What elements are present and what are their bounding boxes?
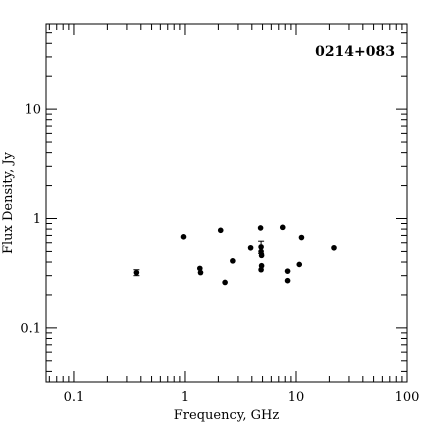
y-tick-label: 10: [24, 103, 41, 118]
data-points: [133, 224, 337, 286]
data-point: [197, 269, 204, 276]
x-tick-label: 1: [181, 390, 189, 405]
data-point: [222, 279, 228, 286]
data-point: [196, 265, 203, 272]
data-point: [258, 252, 265, 259]
plot-frame: [45, 23, 408, 383]
data-point: [296, 261, 303, 268]
y-tick-label: 0.1: [20, 321, 41, 336]
x-tick-labels: 0.1 1 10 100: [64, 390, 420, 405]
y-axis-label: Flux Density, Jy: [1, 151, 16, 254]
data-point: [331, 244, 337, 251]
data-point: [284, 277, 291, 284]
x-tick-label: 0.1: [64, 390, 85, 405]
x-tick-label: 100: [395, 390, 420, 405]
data-point: [217, 227, 224, 234]
data-point: [258, 244, 264, 250]
data-point: [133, 269, 140, 276]
data-point: [257, 225, 264, 231]
data-point: [230, 258, 236, 264]
x-tick-label: 10: [288, 390, 305, 405]
y-tick-label: 1: [33, 212, 41, 227]
data-point: [247, 244, 254, 251]
x-axis-label: Frequency, GHz: [174, 408, 280, 423]
data-point: [298, 234, 305, 241]
y-tick-labels: 0.1 1 10: [20, 103, 41, 337]
data-point: [284, 268, 291, 274]
data-point: [279, 224, 286, 231]
data-point: [180, 234, 187, 240]
tick-marks: [46, 23, 408, 382]
chart-title: 0214+083: [315, 44, 395, 60]
data-point: [258, 266, 264, 273]
